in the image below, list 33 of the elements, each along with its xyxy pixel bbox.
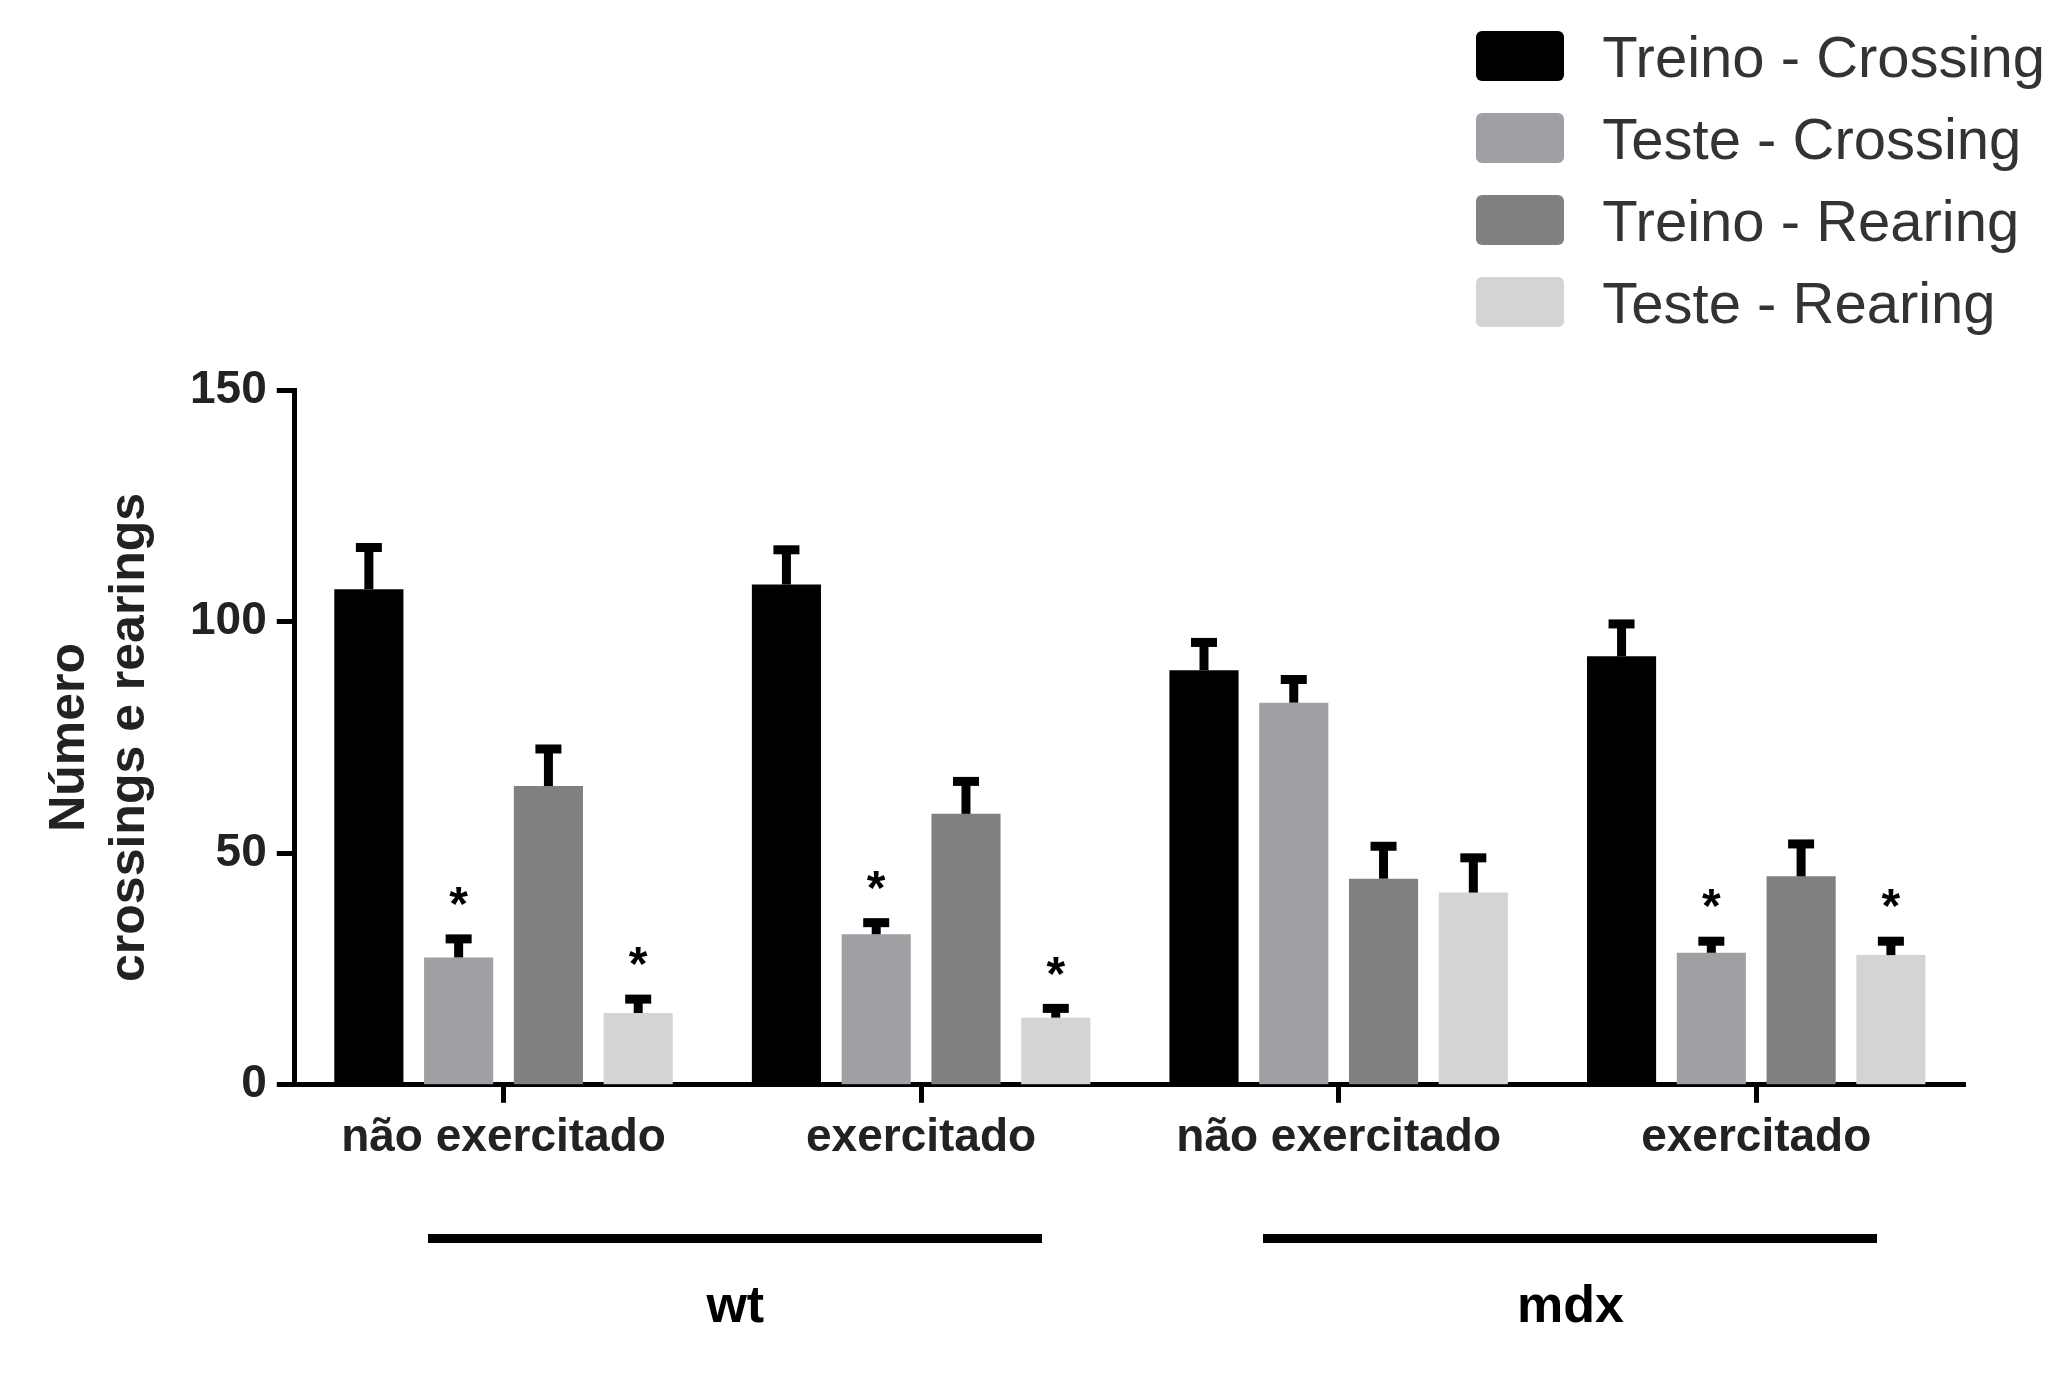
y-tick-label: 50 bbox=[215, 823, 267, 876]
text: mdx bbox=[1516, 1274, 1624, 1334]
y-tick-label: 0 bbox=[241, 1055, 267, 1108]
x-tick-label: exercitado bbox=[806, 1109, 1037, 1162]
legend-label: Teste - Crossing bbox=[1602, 104, 2022, 172]
bar bbox=[424, 957, 494, 1085]
text: wt bbox=[706, 1274, 765, 1334]
bar bbox=[1766, 876, 1836, 1085]
y-tick-label: 100 bbox=[190, 592, 267, 645]
legend-label: Treino - Crossing bbox=[1602, 22, 2045, 90]
data-label: * bbox=[628, 937, 648, 991]
x-tick-label: exercitado bbox=[1641, 1109, 1872, 1162]
bar bbox=[603, 1013, 673, 1085]
y-tick-label: 150 bbox=[190, 360, 267, 413]
bar bbox=[1021, 1017, 1091, 1085]
x-tick-label: não exercitado bbox=[341, 1109, 666, 1162]
legend-label: Teste - Rearing bbox=[1602, 268, 1996, 336]
data-label: * bbox=[1881, 879, 1901, 933]
bar bbox=[1348, 878, 1419, 1085]
data-label: * bbox=[866, 860, 886, 914]
bar bbox=[931, 813, 1001, 1085]
y-axis-title: Número crossings e rearings bbox=[38, 492, 155, 982]
data-label: * bbox=[1701, 879, 1721, 933]
bar bbox=[841, 934, 911, 1085]
bar bbox=[1438, 892, 1508, 1085]
bar bbox=[1259, 702, 1329, 1085]
legend-label: Treino - Rearing bbox=[1602, 186, 2020, 254]
bar bbox=[513, 786, 583, 1085]
data-label: * bbox=[1046, 946, 1066, 1000]
bar bbox=[1676, 952, 1746, 1085]
x-tick-label: não exercitado bbox=[1176, 1109, 1501, 1162]
data-label: * bbox=[449, 877, 469, 931]
bar bbox=[1856, 955, 1926, 1085]
